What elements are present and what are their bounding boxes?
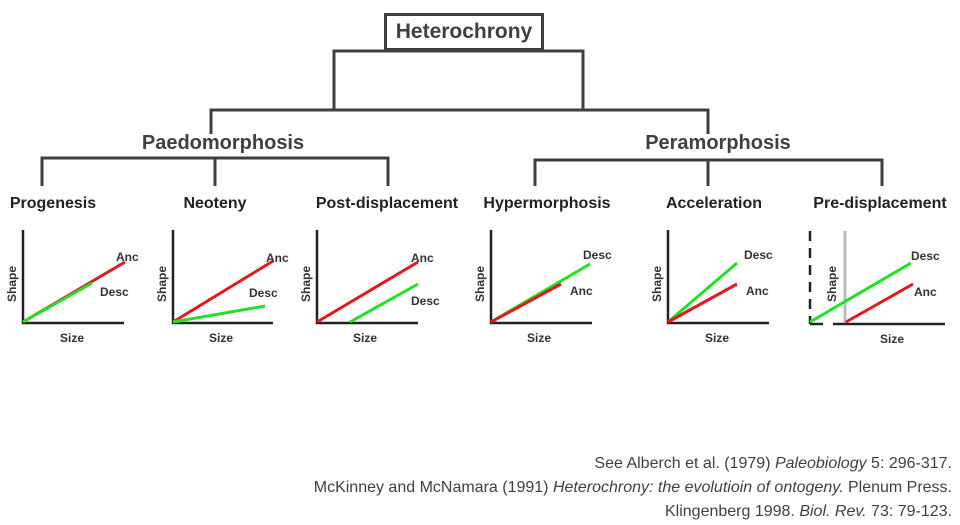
x-axis-label: Size — [60, 331, 84, 345]
plot-progenesis: Anc Desc Size Shape — [5, 230, 139, 345]
ancestor-line — [667, 282, 738, 324]
ancestor-line — [172, 259, 274, 324]
root-node: Heterochrony — [384, 13, 544, 51]
descendant-line — [172, 304, 266, 324]
plot-pre-displacement: Desc Anc Size Shape — [808, 231, 945, 346]
axes — [21, 230, 124, 325]
line-label-desc: Desc — [100, 285, 129, 299]
line-label-desc: Desc — [583, 248, 612, 262]
reference-2: McKinney and McNamara (1991) Heterochron… — [313, 479, 952, 496]
ancestor-line — [490, 282, 562, 324]
line-label-desc: Desc — [744, 248, 773, 262]
axes — [171, 230, 273, 325]
mode-title-acceleration: Acceleration — [665, 195, 763, 212]
branch-connector — [209, 108, 710, 134]
root-label: Heterochrony — [395, 20, 533, 43]
reference-1: See Alberch et al. (1979) Paleobiology 5… — [594, 455, 952, 472]
x-axis-label: Size — [880, 332, 904, 346]
descendant-line — [809, 261, 912, 324]
line-label-anc: Anc — [914, 285, 937, 299]
plot-hypermorphosis: Desc Anc Size Shape — [473, 230, 612, 345]
root-connector — [332, 49, 585, 110]
line-label-anc: Anc — [116, 250, 139, 264]
descendant-line — [349, 282, 419, 324]
y-axis-label: Shape — [299, 266, 313, 302]
line-label-desc: Desc — [411, 294, 440, 308]
y-axis-label: Shape — [5, 266, 19, 302]
ancestor-line — [316, 260, 419, 324]
plot-post-displacement: Anc Desc Size Shape — [299, 230, 440, 345]
descendant-line — [22, 281, 93, 324]
axes — [315, 230, 418, 325]
line-label-anc: Anc — [746, 284, 769, 298]
mode-title-hypermorphosis: Hypermorphosis — [483, 195, 611, 212]
x-axis-label: Size — [705, 331, 729, 345]
descendant-line — [667, 261, 738, 324]
y-axis-label: Shape — [473, 266, 487, 302]
line-label-anc: Anc — [570, 284, 593, 298]
references: See Alberch et al. (1979) Paleobiology 5… — [314, 452, 952, 524]
line-label-anc: Anc — [411, 251, 434, 265]
x-axis-label: Size — [353, 331, 377, 345]
x-axis-label: Size — [209, 331, 233, 345]
plot-neoteny: Anc Desc Size Shape — [155, 230, 289, 345]
paedomorphosis-connector — [40, 156, 390, 186]
mode-title-post-displacement: Post-displacement — [315, 195, 459, 212]
reference-3: Klingenberg 1998. Biol. Rev. 73: 79-123. — [664, 503, 952, 520]
branch-paedomorphosis: Paedomorphosis — [141, 132, 305, 154]
mode-title-neoteny: Neoteny — [183, 195, 247, 212]
y-axis-label: Shape — [825, 266, 839, 302]
mode-title-pre-displacement: Pre-displacement — [813, 195, 947, 212]
connector-lines — [40, 49, 884, 186]
axes — [666, 230, 769, 325]
mode-title-progenesis: Progenesis — [9, 195, 97, 212]
plot-acceleration: Desc Anc Size Shape — [650, 230, 773, 345]
branch-peramorphosis: Peramorphosis — [645, 132, 791, 154]
line-label-anc: Anc — [266, 251, 289, 265]
peramorphosis-connector — [533, 158, 884, 186]
line-label-desc: Desc — [249, 286, 278, 300]
axes — [489, 230, 592, 325]
y-axis-label: Shape — [155, 266, 169, 302]
ancestor-line — [845, 282, 914, 324]
y-axis-label: Shape — [650, 266, 664, 302]
x-axis-label: Size — [527, 331, 551, 345]
line-label-desc: Desc — [911, 249, 940, 263]
